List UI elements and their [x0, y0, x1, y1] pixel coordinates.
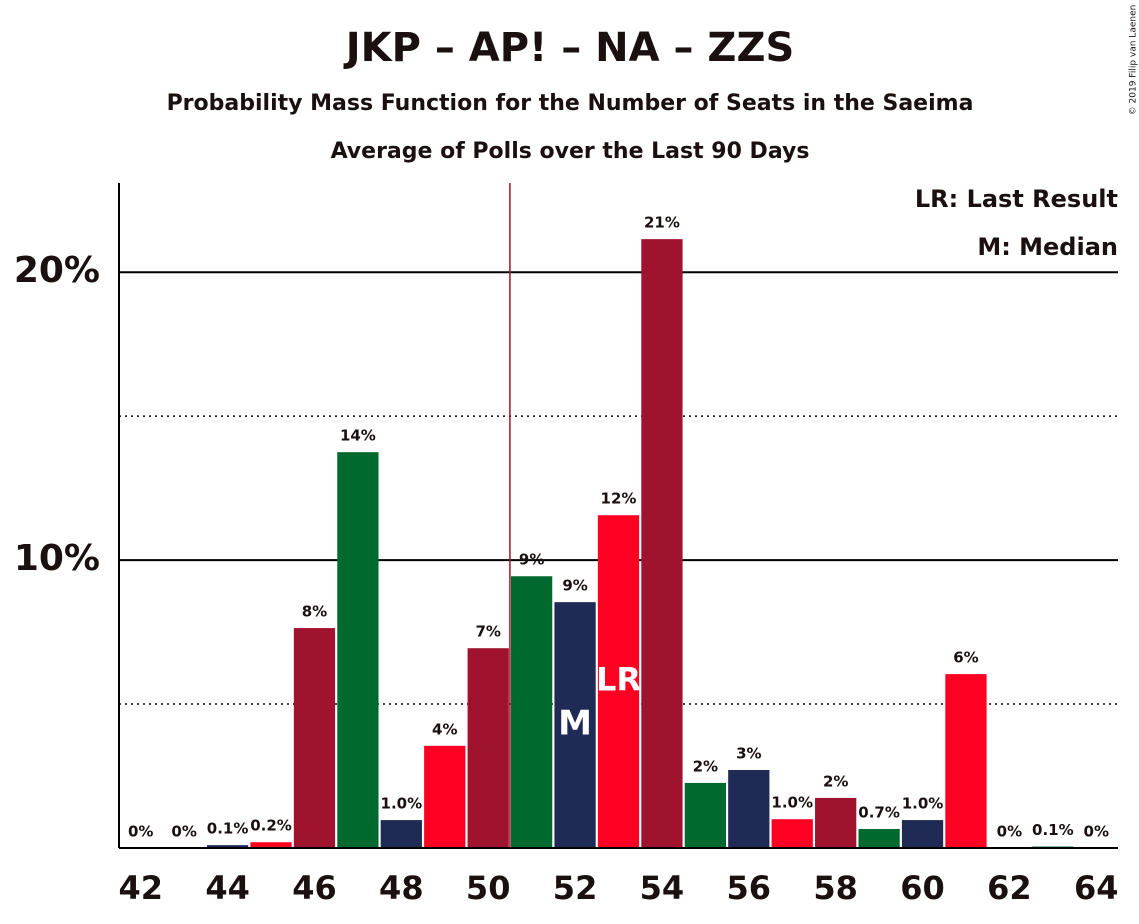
- value-label: 12%: [601, 490, 637, 508]
- value-label: 0.1%: [1032, 821, 1074, 839]
- bar: [554, 602, 596, 848]
- bar: [815, 797, 857, 848]
- value-label: 3%: [736, 744, 761, 762]
- value-label: 7%: [475, 623, 500, 641]
- value-label: 9%: [562, 577, 587, 595]
- copyright: © 2019 Filip van Laenen: [1129, 5, 1139, 116]
- value-label: 0%: [128, 823, 153, 841]
- x-tick-label: 54: [640, 869, 685, 907]
- bar: [293, 628, 336, 848]
- value-label: 0.1%: [207, 820, 249, 838]
- value-label: 0%: [171, 823, 196, 841]
- bar: [684, 782, 727, 848]
- legend-entry: LR: Last Result: [915, 185, 1118, 213]
- x-tick-label: 42: [118, 869, 163, 907]
- value-label: 14%: [340, 427, 376, 445]
- value-label: 0.2%: [250, 817, 292, 835]
- bar: [901, 820, 944, 848]
- x-tick-label: 46: [292, 869, 337, 907]
- bar: [250, 842, 292, 848]
- x-tick-label: 62: [987, 869, 1032, 907]
- x-tick-label: 50: [466, 869, 511, 907]
- bar: [206, 845, 249, 848]
- bar: [771, 819, 813, 848]
- value-label: 1.0%: [381, 795, 423, 813]
- x-tick-label: 58: [813, 869, 858, 907]
- last-result-marker: LR: [596, 661, 641, 699]
- bar: [380, 820, 422, 848]
- bar: [424, 745, 466, 848]
- value-label: 0%: [1084, 823, 1109, 841]
- value-label: 1.0%: [902, 795, 944, 813]
- legend-entry: M: Median: [977, 233, 1118, 261]
- chart-title: JKP – AP! – NA – ZZS: [343, 25, 795, 71]
- value-label: 9%: [519, 551, 544, 569]
- value-label: 1.0%: [771, 794, 813, 812]
- bar: [858, 829, 900, 848]
- x-tick-label: 44: [205, 869, 250, 907]
- value-label: 21%: [644, 214, 680, 232]
- chart-subtitle: Average of Polls over the Last 90 Days: [331, 139, 810, 164]
- x-tick-label: 52: [553, 869, 598, 907]
- chart-subtitle: Probability Mass Function for the Number…: [167, 91, 974, 116]
- value-label: 2%: [823, 772, 848, 790]
- x-tick-label: 60: [900, 869, 945, 907]
- bar: [641, 239, 683, 849]
- value-label: 4%: [432, 720, 457, 738]
- bar: [467, 648, 509, 848]
- bar: [728, 769, 770, 848]
- value-label: 0%: [997, 823, 1022, 841]
- value-label: 2%: [693, 757, 718, 775]
- bar: [337, 452, 379, 848]
- x-tick-label: 56: [727, 869, 772, 907]
- median-marker: M: [558, 704, 592, 744]
- value-label: 0.7%: [858, 804, 900, 822]
- bar: [510, 576, 553, 848]
- value-label: 8%: [302, 603, 327, 621]
- x-tick-label: 48: [379, 869, 424, 907]
- bar: [945, 674, 987, 848]
- y-tick-label: 10%: [14, 538, 100, 579]
- value-label: 6%: [953, 649, 978, 667]
- x-tick-label: 64: [1074, 869, 1119, 907]
- bar: [597, 515, 640, 848]
- y-tick-label: 20%: [14, 250, 100, 291]
